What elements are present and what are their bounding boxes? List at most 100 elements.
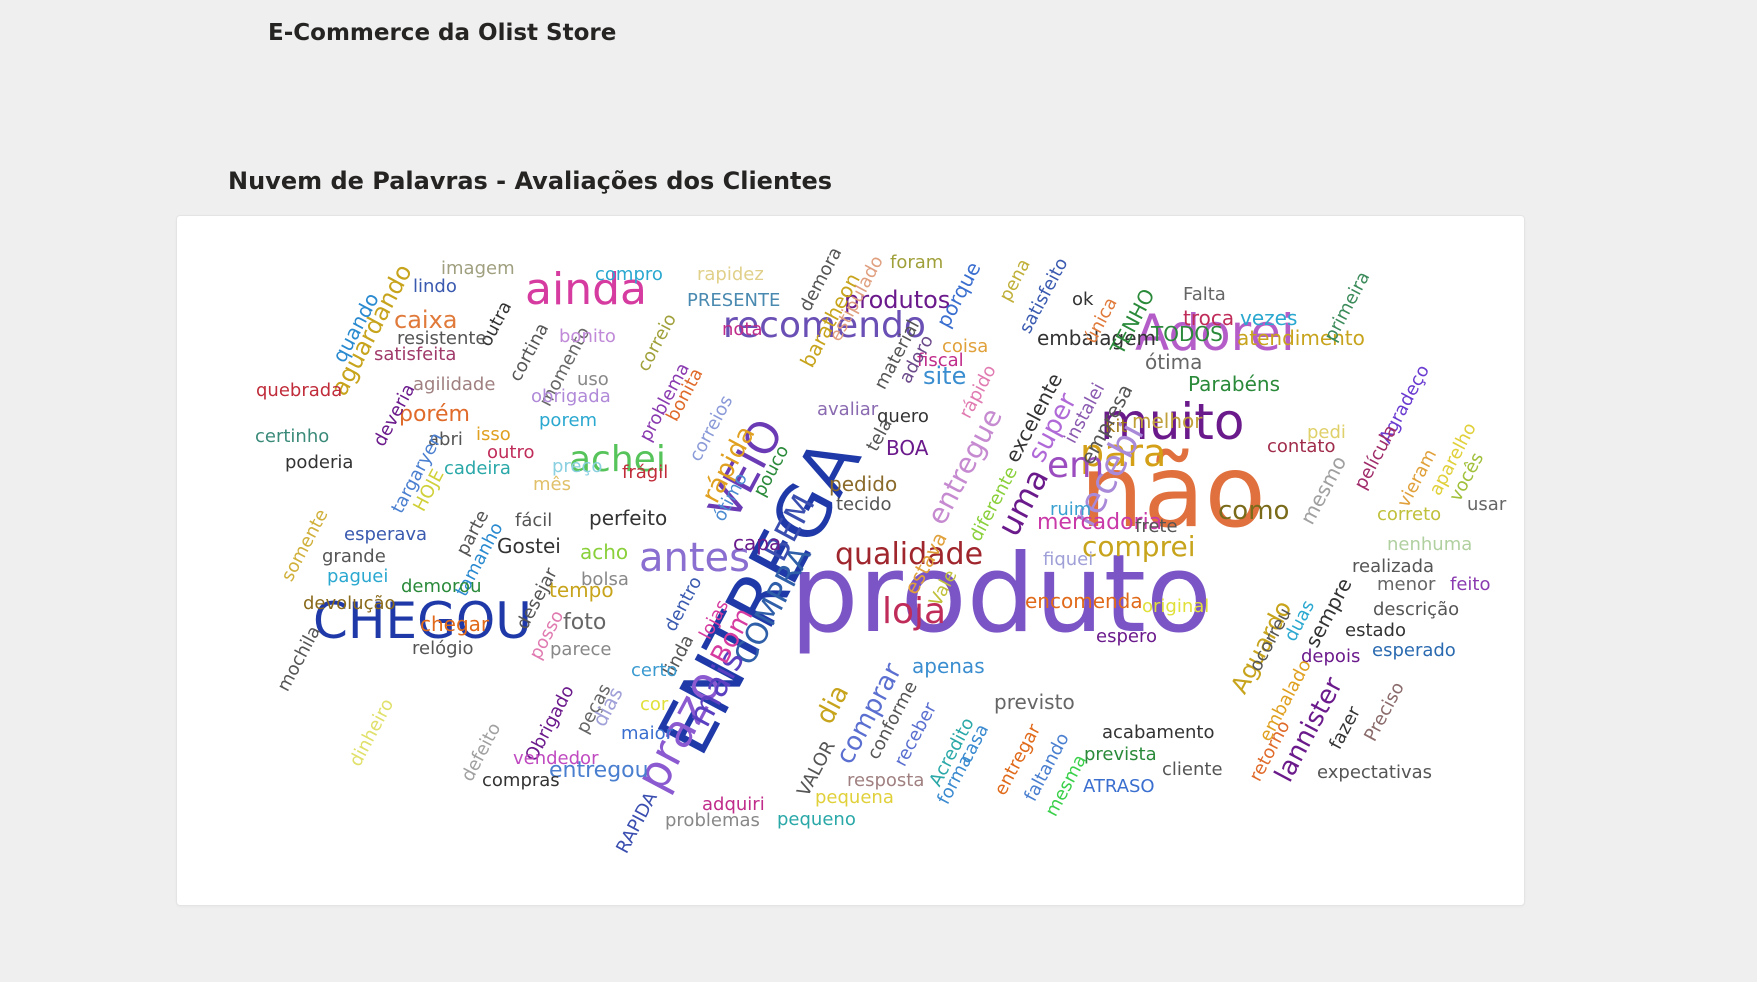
cloud-word[interactable]: CHEGOU xyxy=(313,592,532,650)
cloud-word[interactable]: dinheiro xyxy=(345,695,399,770)
cloud-word[interactable]: melhor xyxy=(1132,409,1203,433)
cloud-word[interactable]: problemas xyxy=(665,810,760,831)
cloud-word[interactable]: Parabéns xyxy=(1188,372,1280,396)
cloud-word[interactable]: demorou xyxy=(401,576,482,597)
cloud-word[interactable]: acabamento xyxy=(1102,722,1215,743)
cloud-word[interactable]: foto xyxy=(563,610,607,635)
cloud-word[interactable]: satisfeita xyxy=(374,344,457,365)
cloud-word[interactable]: nenhuma xyxy=(1387,534,1473,555)
cloud-word[interactable]: cortina xyxy=(505,319,554,385)
cloud-word[interactable]: pequena xyxy=(815,787,894,808)
cloud-word[interactable]: fiscal xyxy=(917,350,964,371)
cloud-word[interactable]: isso xyxy=(476,424,511,445)
cloud-word[interactable]: nota xyxy=(722,319,763,340)
cloud-word[interactable]: parece xyxy=(550,639,612,660)
cloud-word[interactable]: certo xyxy=(631,660,678,681)
cloud-word[interactable]: como xyxy=(1218,496,1290,526)
cloud-word[interactable]: vezes xyxy=(1240,306,1298,330)
cloud-word[interactable]: embalagem xyxy=(1037,326,1157,350)
cloud-word[interactable]: perfeito xyxy=(589,506,668,530)
cloud-word[interactable]: acho xyxy=(580,540,629,564)
cloud-word[interactable]: comprei xyxy=(1082,530,1196,563)
cloud-word[interactable]: recomendo xyxy=(723,305,926,346)
cloud-word[interactable]: fácil xyxy=(515,510,553,531)
cloud-word[interactable]: rapidez xyxy=(697,264,764,285)
cloud-word[interactable]: contato xyxy=(1267,436,1336,457)
cloud-word[interactable]: lindo xyxy=(413,276,457,297)
cloud-word[interactable]: usar xyxy=(1467,494,1507,515)
cloud-word[interactable]: mês xyxy=(533,474,571,495)
cloud-word[interactable]: abri xyxy=(428,429,463,450)
cloud-word[interactable]: site xyxy=(923,362,967,390)
cloud-word[interactable]: resposta xyxy=(847,770,925,791)
cloud-word[interactable]: PRESENTE xyxy=(687,290,781,311)
cloud-word[interactable]: para xyxy=(1080,431,1167,475)
cloud-word[interactable]: ATRASO xyxy=(1083,776,1155,797)
cloud-word[interactable]: RAPIDA xyxy=(612,788,662,857)
cloud-word[interactable]: estado xyxy=(1345,620,1406,641)
cloud-word[interactable]: TODOS xyxy=(1151,322,1223,346)
cloud-word[interactable]: foram xyxy=(890,252,944,273)
cloud-word[interactable]: qualidade xyxy=(835,537,984,572)
cloud-word[interactable]: pequeno xyxy=(777,809,856,830)
cloud-word[interactable]: atendimento xyxy=(1237,326,1365,350)
cloud-word[interactable]: quebrada xyxy=(256,380,343,401)
cloud-word[interactable]: porém xyxy=(399,402,470,427)
cloud-word[interactable]: tecido xyxy=(836,494,892,515)
cloud-word[interactable]: achei xyxy=(569,439,666,480)
cloud-word[interactable]: realizada xyxy=(1352,556,1435,577)
cloud-word[interactable]: outro xyxy=(487,442,535,463)
cloud-word[interactable]: previsto xyxy=(994,690,1075,714)
cloud-word[interactable]: uso xyxy=(577,369,609,390)
cloud-word[interactable]: ruim xyxy=(1050,499,1092,520)
cloud-word[interactable]: menor xyxy=(1377,574,1436,595)
cloud-word[interactable]: não xyxy=(1080,433,1266,550)
cloud-word[interactable]: caixa xyxy=(394,306,458,334)
cloud-word[interactable]: correto xyxy=(1377,504,1442,525)
cloud-word[interactable]: esperado xyxy=(1372,640,1456,661)
cloud-word[interactable]: encomenda xyxy=(1025,589,1143,613)
cloud-word[interactable]: frágil xyxy=(622,462,669,483)
cloud-word[interactable]: Gostei xyxy=(497,534,561,558)
cloud-word[interactable]: maior xyxy=(621,723,673,744)
cloud-word[interactable]: frete xyxy=(1135,516,1178,537)
cloud-word[interactable]: paguei xyxy=(327,566,389,587)
cloud-word[interactable]: agilidade xyxy=(413,374,496,395)
cloud-word[interactable]: prevista xyxy=(1084,744,1157,765)
cloud-word[interactable]: chegar xyxy=(420,612,490,636)
cloud-word[interactable]: fiquei xyxy=(1043,549,1094,570)
cloud-word[interactable]: ótima xyxy=(1145,350,1203,374)
cloud-word[interactable]: imagem xyxy=(441,258,515,279)
cloud-word[interactable]: cor xyxy=(640,694,669,715)
cloud-word[interactable]: BOA xyxy=(886,436,929,460)
cloud-word[interactable]: produto xyxy=(790,532,1213,657)
cloud-word[interactable]: compro xyxy=(595,264,663,285)
cloud-word[interactable]: resistente xyxy=(397,328,487,349)
cloud-word[interactable]: espero xyxy=(1096,626,1157,647)
cloud-word[interactable]: muito xyxy=(1100,393,1245,451)
cloud-word[interactable]: ok xyxy=(1072,289,1094,310)
cloud-word[interactable]: mercadoria xyxy=(1037,510,1163,535)
cloud-word[interactable]: grande xyxy=(322,546,386,567)
cloud-word[interactable]: quero xyxy=(877,406,929,427)
cloud-word[interactable]: película xyxy=(1350,421,1402,493)
cloud-word[interactable]: capa xyxy=(733,531,782,555)
cloud-word[interactable]: vendedor xyxy=(513,748,599,769)
cloud-word[interactable]: obrigada xyxy=(531,386,611,407)
cloud-word[interactable]: depois xyxy=(1301,646,1361,667)
cloud-word[interactable]: coisa xyxy=(942,336,989,357)
cloud-word[interactable]: antes xyxy=(639,535,750,581)
cloud-word[interactable]: apenas xyxy=(912,654,985,678)
cloud-word[interactable]: preço xyxy=(552,456,603,477)
cloud-word[interactable]: certinho xyxy=(255,426,330,447)
cloud-word[interactable]: Adorei xyxy=(1135,304,1295,362)
cloud-word[interactable]: Preciso xyxy=(1360,678,1409,745)
cloud-word[interactable]: mesmo xyxy=(1295,451,1352,529)
cloud-word[interactable]: tempo xyxy=(549,578,614,602)
cloud-word[interactable]: ainda xyxy=(525,264,647,315)
cloud-word[interactable]: esperava xyxy=(344,524,428,545)
cloud-word[interactable]: cliente xyxy=(1162,759,1223,780)
cloud-word[interactable]: feito xyxy=(1450,574,1491,595)
cloud-word[interactable]: troca xyxy=(1183,306,1235,330)
cloud-word[interactable]: porem xyxy=(539,410,598,431)
